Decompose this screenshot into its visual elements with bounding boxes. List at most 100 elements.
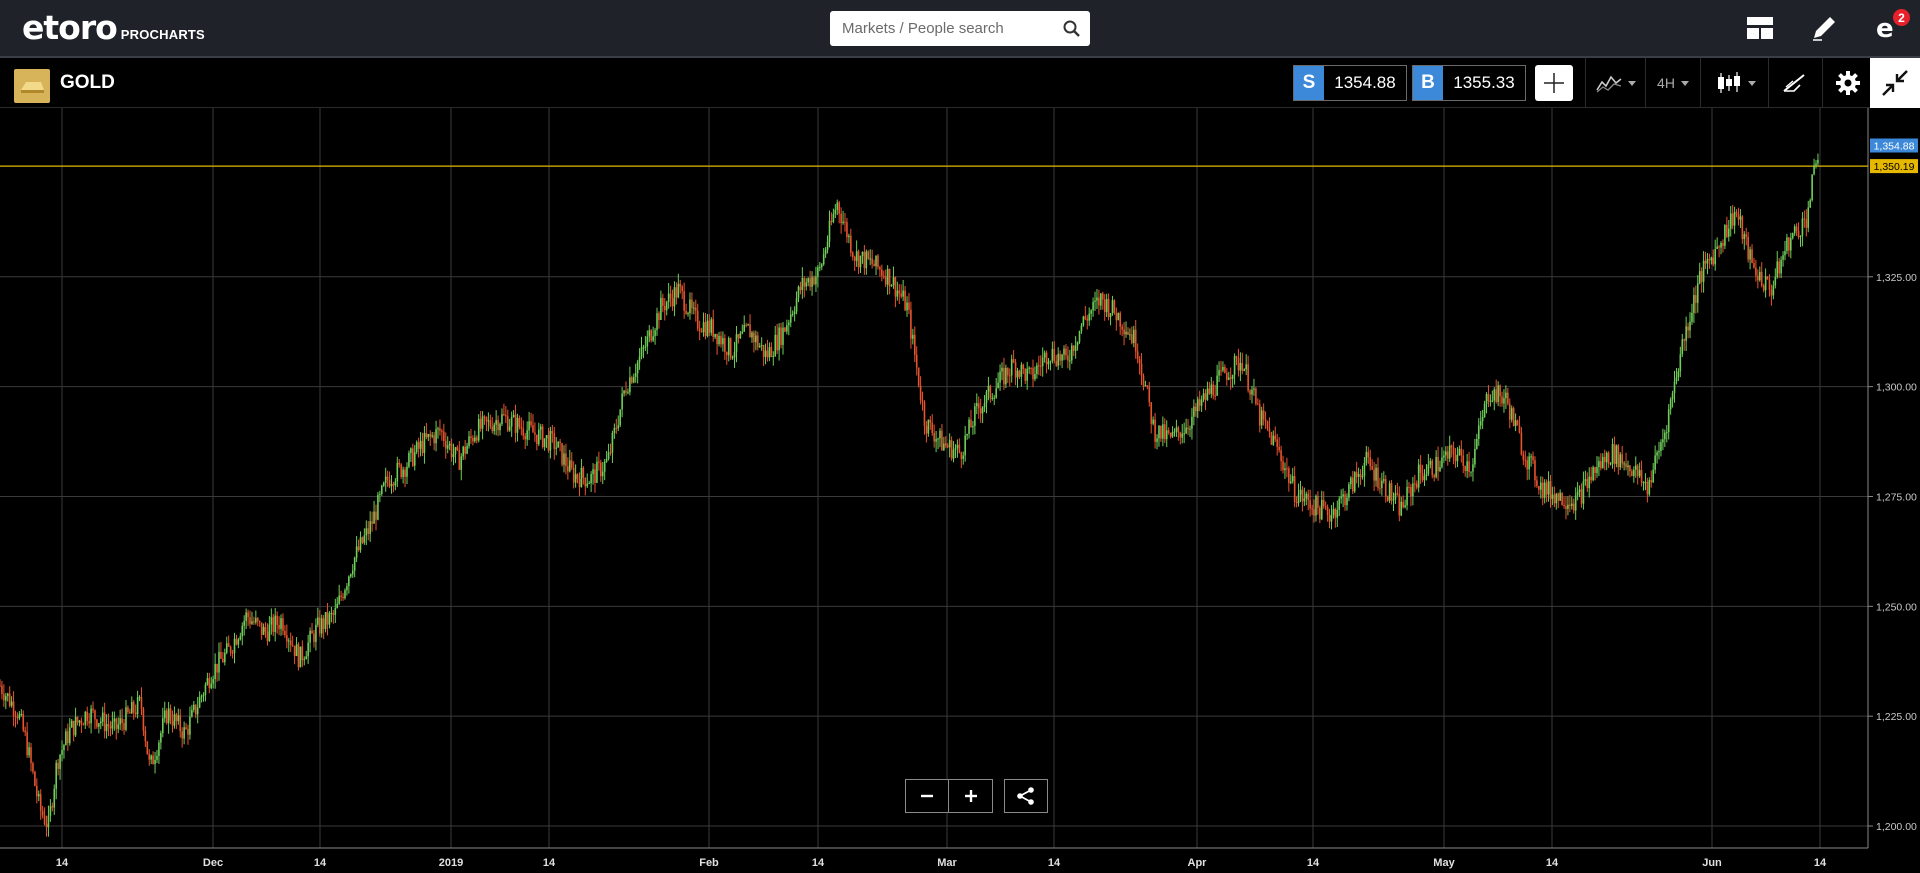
x-tick-label: Dec xyxy=(203,857,223,869)
candle-body xyxy=(119,718,121,725)
candle-body xyxy=(1514,420,1517,427)
candle-body xyxy=(1402,501,1404,508)
candle-body xyxy=(543,438,546,448)
candle-body xyxy=(377,494,379,520)
candle-body xyxy=(1458,448,1461,455)
candle-body xyxy=(1078,330,1081,342)
candle-body xyxy=(109,726,112,729)
candle-body xyxy=(439,428,441,431)
candle-body xyxy=(1673,381,1676,394)
candle-body xyxy=(1495,389,1498,402)
candle-body xyxy=(1239,362,1242,371)
candle-body xyxy=(65,731,67,746)
candle-body xyxy=(729,338,732,358)
candle-body xyxy=(1001,367,1003,372)
indicators-icon[interactable] xyxy=(1594,65,1638,101)
collapse-icon[interactable] xyxy=(1870,58,1920,108)
candle-body xyxy=(437,428,439,430)
timeframe-dropdown[interactable]: 4H xyxy=(1652,65,1694,101)
candle-body xyxy=(1330,514,1333,522)
candle-body xyxy=(968,419,970,434)
candle-body xyxy=(786,325,788,332)
candle-body xyxy=(470,436,472,438)
candle-body xyxy=(751,332,753,338)
candle-body xyxy=(576,474,579,479)
candle-body xyxy=(462,446,465,457)
candle-body xyxy=(1720,243,1722,248)
candle-body xyxy=(780,327,782,345)
candle-body xyxy=(881,269,883,276)
candle-body xyxy=(127,707,129,713)
candle-body xyxy=(941,430,943,451)
candle-body xyxy=(1165,430,1168,440)
candle-body xyxy=(160,733,162,743)
zoom-out-button[interactable] xyxy=(905,779,949,813)
pencil-icon[interactable] xyxy=(1792,0,1856,56)
candle-body xyxy=(638,356,641,363)
candle-body xyxy=(586,483,589,487)
candle-body xyxy=(954,448,957,450)
layout-grid-icon[interactable] xyxy=(1728,0,1792,56)
candle-body xyxy=(98,723,100,727)
zoom-in-button[interactable] xyxy=(949,779,993,813)
candle-body xyxy=(503,414,505,416)
sell-price-button[interactable]: S 1354.88 xyxy=(1293,65,1407,101)
candle-body xyxy=(966,433,968,436)
candle-body xyxy=(1567,504,1569,509)
candle-body xyxy=(896,290,899,297)
candle-body xyxy=(1212,384,1215,396)
candle-body xyxy=(1020,364,1023,377)
crosshair-icon[interactable] xyxy=(1535,65,1573,101)
etoro-e-icon[interactable]: e 2 xyxy=(1856,0,1920,56)
candle-body xyxy=(1598,461,1600,468)
candle-body xyxy=(1324,506,1327,508)
candlestick-icon[interactable] xyxy=(1712,65,1760,101)
candle-body xyxy=(1664,432,1666,440)
candle-body xyxy=(960,452,963,459)
etoro-logo[interactable]: etoro PROCHARTS xyxy=(22,8,205,48)
search-icon[interactable] xyxy=(1062,19,1082,39)
buy-price-button[interactable]: B 1355.33 xyxy=(1412,65,1526,101)
instrument-name[interactable]: GOLD xyxy=(60,72,115,93)
candle-body xyxy=(1499,385,1501,397)
price-chart[interactable]: 1,200.00 1,225.00 1,250.00 1,275.00 1,300.00… xyxy=(0,108,1920,873)
candle-body xyxy=(1782,255,1784,260)
candle-body xyxy=(902,290,904,297)
candle-body xyxy=(1187,427,1189,430)
candle-body xyxy=(1328,515,1331,522)
search-input[interactable] xyxy=(830,12,1050,45)
candle-body xyxy=(338,595,340,604)
candle-body xyxy=(518,417,521,427)
candle-body xyxy=(458,449,461,470)
candle-body xyxy=(1136,351,1139,360)
candle-body xyxy=(1003,367,1005,385)
candle-body xyxy=(117,724,120,729)
share-button[interactable] xyxy=(1004,779,1048,813)
candle-body xyxy=(1704,260,1707,264)
candle-body xyxy=(989,385,992,399)
candle-body xyxy=(675,287,678,298)
chevron-down-icon xyxy=(1748,80,1756,86)
candle-body xyxy=(993,397,996,399)
candle-body xyxy=(361,537,364,543)
candle-body xyxy=(1038,365,1040,367)
drawing-tools-icon[interactable] xyxy=(1774,65,1814,101)
candle-body xyxy=(584,477,587,487)
candle-body xyxy=(1799,235,1802,238)
candle-body xyxy=(1195,406,1197,412)
candle-body xyxy=(1652,469,1654,483)
candle-body xyxy=(1737,213,1740,220)
candle-body xyxy=(898,290,901,294)
candle-body xyxy=(348,576,350,587)
candle-body xyxy=(1476,439,1478,449)
gear-icon[interactable] xyxy=(1828,65,1868,101)
candle-body xyxy=(413,452,416,466)
candle-body xyxy=(520,426,523,429)
candlestick-chart[interactable]: 1,200.00 1,225.00 1,250.00 1,275.00 1,300.00… xyxy=(0,108,1920,873)
candle-body xyxy=(547,435,550,451)
candle-body xyxy=(76,717,79,723)
candle-body xyxy=(1793,226,1796,234)
candle-body xyxy=(67,731,69,744)
candle-body xyxy=(96,719,98,727)
candle-body xyxy=(1198,399,1201,406)
